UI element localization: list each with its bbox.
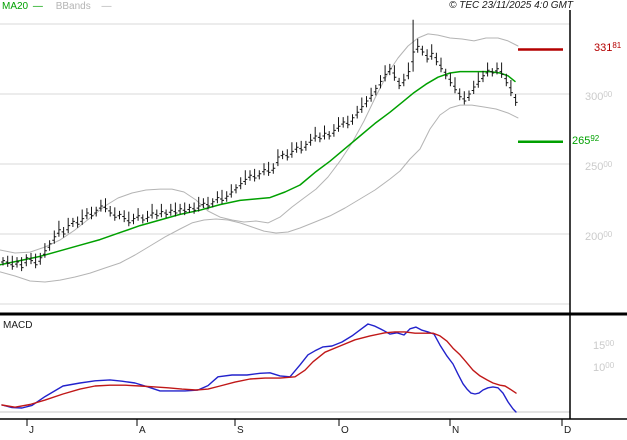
month-label-O-main: O	[341, 425, 349, 436]
price-axis-label-300: 30000	[585, 90, 613, 103]
macd-signal-line	[1, 331, 517, 408]
price-axis-label-200-main: 200	[585, 231, 604, 243]
price-axis-label-300-decimals: 00	[603, 90, 613, 99]
month-label-N-main: N	[452, 425, 460, 436]
macd-axis-label-10-main: 10	[593, 362, 606, 374]
legend-ma20-dash-icon: —	[32, 1, 43, 12]
month-label-D: D	[564, 426, 571, 436]
price-axis-label-250: 25000	[585, 160, 613, 173]
macd-axis-label-15-decimals: 00	[605, 339, 615, 348]
resistance-decimals: 81	[612, 41, 622, 51]
legend: MA20 — BBands —	[2, 2, 114, 12]
ma20-line	[0, 70, 516, 266]
month-label-S-main: S	[237, 425, 244, 436]
support-level-label: 26592	[572, 133, 600, 147]
price-axis-label-300-main: 300	[585, 91, 604, 103]
macd-axis-label-10: 1000	[593, 361, 615, 374]
month-label-O: O	[341, 426, 349, 436]
price-axis-label-250-decimals: 00	[603, 160, 613, 169]
legend-ma20-label: MA20	[2, 1, 29, 12]
month-label-J-main: J	[29, 425, 34, 436]
month-label-J: J	[29, 426, 34, 436]
legend-bbands-label: BBands	[55, 1, 91, 12]
bollinger-lower-band-line	[0, 104, 519, 283]
copyright-timestamp: © TEC 23/11/2025 4:0 GMT	[449, 0, 573, 11]
macd-axis-label-15: 1500	[593, 339, 615, 352]
price-axis-label-200: 20000	[585, 230, 613, 243]
month-label-A-main: A	[139, 425, 146, 436]
macd-axis-label-15-main: 15	[593, 340, 606, 352]
macd-line	[1, 323, 517, 413]
price-axis-label-250-main: 250	[585, 161, 604, 173]
price-axis-label-200-decimals: 00	[603, 230, 613, 239]
month-label-N: N	[452, 426, 459, 436]
legend-bbands-dash-icon: —	[101, 1, 112, 12]
macd-axis-label-10-decimals: 00	[605, 361, 615, 370]
support-decimals: 92	[590, 133, 600, 143]
month-label-D-main: D	[564, 425, 572, 436]
macd-panel-title: MACD	[3, 320, 33, 331]
ohlc-bars	[1, 19, 518, 272]
support-main: 265	[572, 134, 591, 147]
resistance-main: 331	[594, 42, 613, 55]
month-label-S: S	[237, 426, 244, 436]
month-label-A: A	[139, 426, 146, 436]
resistance-level-label: 33181	[594, 41, 622, 55]
